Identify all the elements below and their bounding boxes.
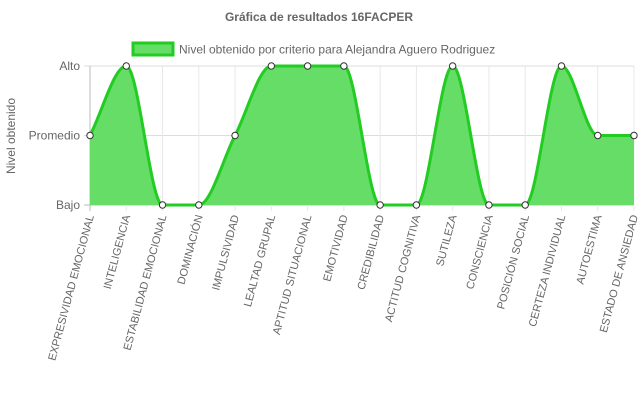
x-tick-label: ACTITUD COGNITIVA xyxy=(383,213,423,323)
data-point[interactable] xyxy=(86,131,94,140)
data-point[interactable] xyxy=(267,62,276,70)
legend-swatch xyxy=(131,41,175,57)
data-area xyxy=(88,64,634,207)
y-axis-title: Nivel obtenido xyxy=(4,98,18,174)
x-tick-label: POSICIÓN SOCIAL xyxy=(494,213,532,310)
x-tick-label: ESTADO DE ANSIEDAD xyxy=(598,214,639,334)
x-tick-label: AUTOESTIMA xyxy=(575,213,605,286)
x-tick-label: CONSCIENCIA xyxy=(464,213,496,291)
x-tick-label: IMPULSIVIDAD xyxy=(210,214,242,292)
data-point[interactable] xyxy=(195,201,203,209)
x-tick-label: EMOTIVIDAD xyxy=(321,214,350,283)
x-tick-label: ESTABILIDAD EMOCIONAL xyxy=(122,214,170,352)
y-tick-label: Bajo xyxy=(56,198,80,212)
x-tick-label: CREDIBILIDAD xyxy=(356,214,388,292)
series-line xyxy=(88,64,634,207)
x-tick-label: CERTEZA INDIVIDUAL xyxy=(527,214,568,329)
data-point[interactable] xyxy=(412,201,421,209)
data-point[interactable] xyxy=(303,62,312,70)
x-axis-ticks: EXPRESIVIDAD EMOCIONAL INTELIGENCIAESTABI… xyxy=(46,213,639,362)
legend-label: Nivel obtenido por criterio para Alejand… xyxy=(179,43,495,57)
data-point[interactable] xyxy=(448,62,457,70)
data-point[interactable] xyxy=(376,201,384,209)
data-point[interactable] xyxy=(594,131,602,140)
data-point[interactable] xyxy=(521,201,529,209)
y-axis-ticks: Bajo Promedio Alto xyxy=(29,59,81,212)
x-tick-label: LEALTAD GRUPAL xyxy=(242,214,278,309)
y-tick-label: Alto xyxy=(59,59,80,73)
y-tick-label: Promedio xyxy=(29,129,81,143)
chart-legend[interactable]: Nivel obtenido por criterio para Alejand… xyxy=(131,41,495,57)
data-point[interactable] xyxy=(158,201,167,209)
x-tick-label: APTITUD SITUACIONAL xyxy=(271,214,315,336)
data-point[interactable] xyxy=(340,62,348,70)
x-tick-label: DOMINACIÓN xyxy=(175,213,206,285)
data-point[interactable] xyxy=(122,62,130,70)
data-point[interactable] xyxy=(557,62,566,70)
data-points xyxy=(86,62,638,209)
chart-title: Gráfica de resultados 16FACPER xyxy=(225,10,413,24)
x-tick-label: EXPRESIVIDAD EMOCIONAL xyxy=(46,214,97,362)
x-tick-label: SUTILEZA xyxy=(434,213,459,268)
data-point[interactable] xyxy=(231,131,239,140)
data-point[interactable] xyxy=(485,201,493,209)
x-tick-label: INTELIGENCIA xyxy=(102,213,134,291)
data-point[interactable] xyxy=(630,131,638,140)
